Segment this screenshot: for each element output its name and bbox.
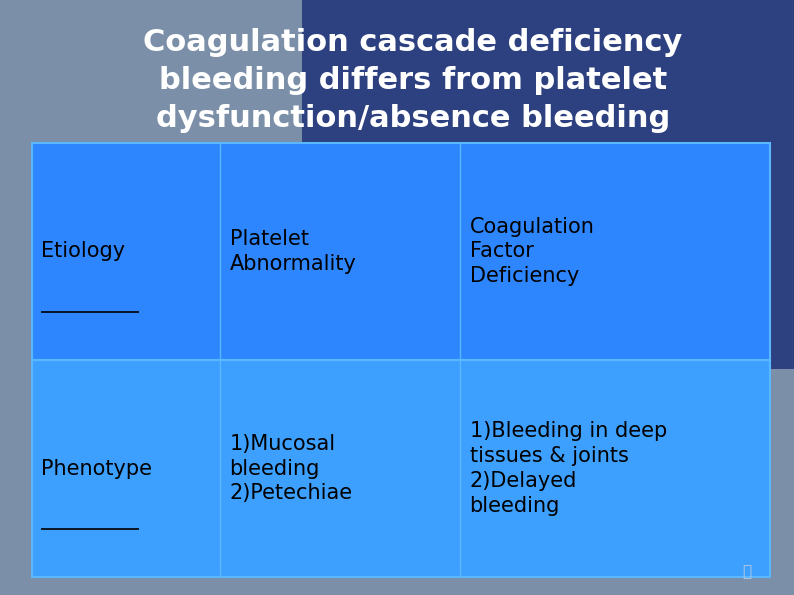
Text: 🔊: 🔊 (742, 563, 751, 579)
Bar (32, 360, 220, 577)
Bar (460, 360, 770, 577)
Text: 1)Mucosal
bleeding
2)Petechiae: 1)Mucosal bleeding 2)Petechiae (229, 434, 353, 503)
Bar (32, 143, 770, 577)
Text: Etiology: Etiology (41, 242, 125, 261)
Bar (302, 0, 794, 369)
Bar (460, 143, 770, 360)
Text: Platelet
Abnormality: Platelet Abnormality (229, 229, 357, 274)
Text: 1)Bleeding in deep
tissues & joints
2)Delayed
bleeding: 1)Bleeding in deep tissues & joints 2)De… (469, 421, 667, 516)
Bar (220, 360, 460, 577)
Bar (32, 143, 220, 360)
Text: Phenotype: Phenotype (41, 459, 152, 478)
Text: Coagulation cascade deficiency
bleeding differs from platelet
dysfunction/absenc: Coagulation cascade deficiency bleeding … (143, 27, 683, 133)
Text: Coagulation
Factor
Deficiency: Coagulation Factor Deficiency (469, 217, 595, 286)
Bar (220, 143, 460, 360)
